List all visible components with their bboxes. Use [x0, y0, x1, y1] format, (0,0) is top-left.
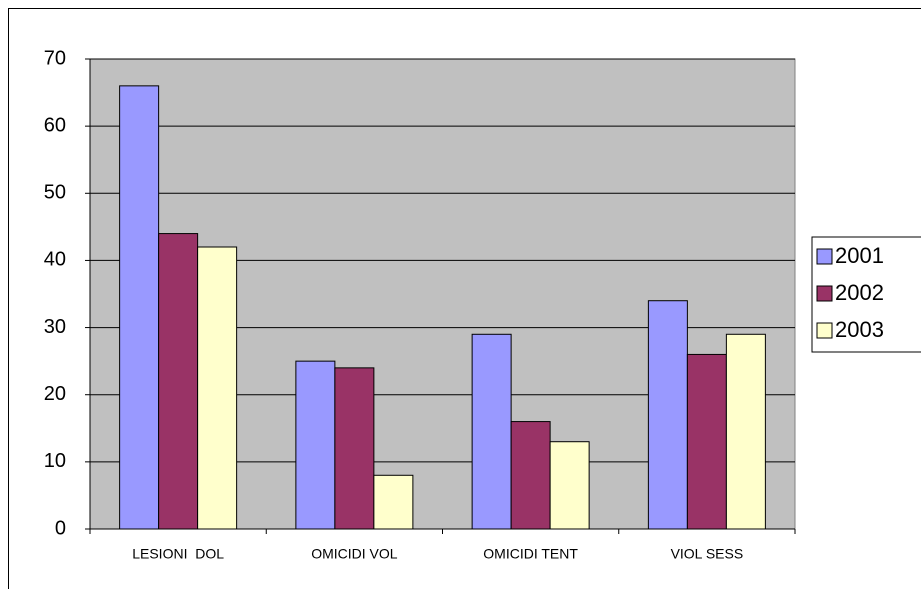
bar: [158, 233, 199, 530]
x-tick-label: VIOL SESS: [671, 546, 744, 562]
legend-swatch: [816, 285, 833, 302]
bar: [295, 360, 336, 530]
bar: [686, 353, 727, 530]
y-tick-label: 60: [44, 114, 66, 136]
y-tick-label: 20: [44, 383, 66, 405]
x-tick-label: OMICIDI VOL: [311, 546, 398, 562]
bar: [119, 85, 160, 530]
y-tick-label: 0: [55, 517, 66, 539]
x-tick-label: OMICIDI TENT: [483, 546, 578, 562]
bar: [334, 367, 375, 530]
bar: [197, 246, 238, 530]
bar: [373, 474, 414, 530]
bar: [647, 300, 688, 530]
y-tick-label: 50: [44, 182, 66, 204]
bar: [549, 441, 590, 530]
y-tick-label: 40: [44, 249, 66, 271]
bar: [471, 333, 512, 530]
bar: [510, 421, 551, 530]
legend-label: 2002: [835, 280, 884, 305]
bar: [725, 333, 766, 530]
legend-swatch: [816, 248, 833, 265]
legend-label: 2003: [835, 317, 884, 342]
legend-label: 2001: [835, 243, 884, 268]
y-tick-label: 30: [44, 316, 66, 338]
y-tick-label: 10: [44, 450, 66, 472]
legend-swatch: [816, 322, 833, 339]
x-tick-label: LESIONI DOL: [132, 546, 224, 562]
y-tick-label: 70: [44, 47, 66, 69]
